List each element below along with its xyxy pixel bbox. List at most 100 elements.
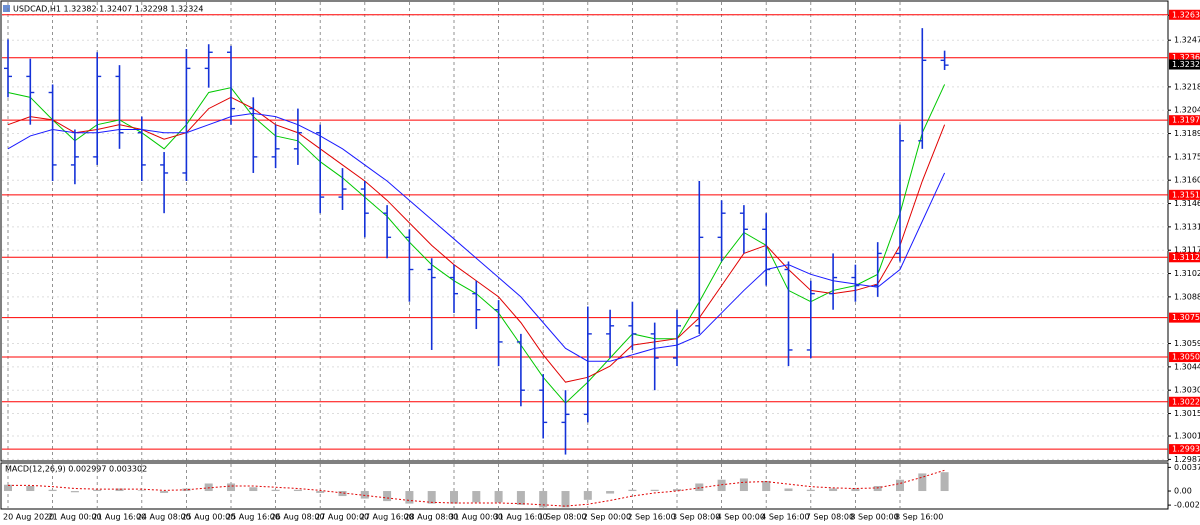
macd-bar <box>316 491 325 493</box>
macd-bar <box>695 483 704 492</box>
level-tag <box>1169 9 1200 20</box>
last-price-tag <box>1169 59 1200 70</box>
macd-bar <box>450 491 458 504</box>
macd-bar <box>271 489 280 492</box>
y-tick-label: 1.30880 <box>1174 292 1200 301</box>
macd-bar <box>762 480 771 492</box>
x-tick-label: 31 Aug 00:00 <box>449 513 503 522</box>
macd-signal <box>8 469 945 507</box>
macd-bar <box>227 483 235 492</box>
macd-bar <box>360 491 369 499</box>
macd-bar <box>4 484 12 492</box>
macd-bar <box>338 491 347 497</box>
macd-bar <box>561 491 570 508</box>
level-label: 1.32366 <box>1172 53 1200 62</box>
last-price-label: 1.32324 <box>1172 60 1200 69</box>
macd-bar <box>940 472 949 492</box>
x-tick-label: 4 Sep 00:00 <box>717 513 765 522</box>
macd-bar <box>606 491 615 494</box>
macd-bar <box>405 491 414 504</box>
macd-bar <box>896 479 904 492</box>
x-tick-label: 26 Aug 08:00 <box>271 513 325 522</box>
y-tick-label: 1.31605 <box>1174 176 1200 185</box>
macd-bar <box>717 479 726 492</box>
x-tick-label: 8 Sep 00:00 <box>850 513 898 522</box>
x-tick-label: 31 Aug 16:00 <box>494 513 548 522</box>
level-label: 1.30506 <box>1172 353 1200 362</box>
y-tick-label: 1.29870 <box>1174 455 1200 464</box>
macd-bar <box>427 491 436 504</box>
level-tag <box>1169 252 1200 263</box>
macd-bar <box>628 489 637 492</box>
level-label: 1.31978 <box>1172 116 1200 125</box>
x-tick-label: 2 Sep 00:00 <box>583 513 631 522</box>
macd-bar <box>383 491 392 502</box>
macd-bar <box>583 491 592 500</box>
y-tick-label: 1.31895 <box>1174 129 1200 138</box>
y-tick-label: 1.31750 <box>1174 152 1200 161</box>
x-tick-label: 2 Sep 16:00 <box>627 513 675 522</box>
y-tick-label: 1.31025 <box>1174 269 1200 278</box>
macd-bar <box>249 487 258 492</box>
macd-bar <box>93 489 102 492</box>
x-tick-label: 28 Aug 08:00 <box>404 513 458 522</box>
level-tag <box>1169 189 1200 200</box>
macd-bar <box>26 486 35 492</box>
macd-bar <box>829 488 838 492</box>
level-tag <box>1169 52 1200 63</box>
y-tick-label: 1.31315 <box>1174 222 1200 231</box>
macd-bar <box>48 489 57 492</box>
y-tick-label: 0.00 <box>1174 487 1192 496</box>
macd-bar <box>539 491 548 508</box>
macd-bar <box>851 488 860 492</box>
macd-bar <box>494 491 503 503</box>
x-tick-label: 24 Aug 08:00 <box>137 513 191 522</box>
y-tick-label: 1.30445 <box>1174 362 1200 371</box>
level-label: 1.31126 <box>1172 253 1200 262</box>
x-tick-label: 7 Sep 08:00 <box>806 513 854 522</box>
y-tick-label: 1.31460 <box>1174 199 1200 208</box>
x-tick-label: 1 Sep 08:00 <box>538 513 586 522</box>
macd-bar <box>472 491 481 503</box>
macd-bar <box>115 488 124 492</box>
y-tick-label: 0.00376 <box>1174 463 1200 472</box>
level-tag <box>1169 115 1200 126</box>
macd-bar <box>918 473 927 492</box>
level-label: 1.30228 <box>1172 397 1200 406</box>
symbol-icon <box>3 5 10 12</box>
level-tag <box>1169 312 1200 323</box>
level-label: 1.32633 <box>1172 10 1200 19</box>
y-tick-label: 1.30155 <box>1174 409 1200 418</box>
x-tick-label: 25 Aug 00:00 <box>181 513 235 522</box>
macd-bar <box>784 488 793 492</box>
x-tick-label: 25 Aug 16:00 <box>226 513 280 522</box>
level-tag <box>1169 396 1200 407</box>
macd-bar <box>70 491 79 493</box>
macd-bar <box>673 489 681 492</box>
x-tick-label: 4 Sep 16:00 <box>761 513 809 522</box>
y-tick-label: 1.32185 <box>1174 82 1200 91</box>
main-frame <box>0 0 1169 462</box>
macd-bar <box>160 491 169 493</box>
level-tag <box>1169 352 1200 363</box>
macd-bar <box>739 478 748 492</box>
macd-bar <box>204 483 213 492</box>
y-tick-label: 1.31170 <box>1174 246 1200 255</box>
macd-bar <box>806 489 815 492</box>
x-tick-label: 3 Sep 08:00 <box>672 513 720 522</box>
x-tick-label: 20 Aug 2020 <box>3 513 54 522</box>
level-label: 1.29934 <box>1172 445 1200 454</box>
macd-bar <box>137 490 146 492</box>
macd-bar <box>650 489 659 492</box>
level-label: 1.31514 <box>1172 190 1200 199</box>
chart-title: USDCAD,H1 1.32382 1.32407 1.32298 1.3232… <box>13 5 203 14</box>
macd-title: MACD(12,26,9) 0.002997 0.003302 <box>5 465 147 474</box>
y-tick-label: 1.30300 <box>1174 386 1200 395</box>
macd-frame <box>0 462 1169 510</box>
x-tick-label: 8 Sep 16:00 <box>895 513 943 522</box>
y-tick-label: 1.32040 <box>1174 106 1200 115</box>
x-tick-label: 21 Aug 16:00 <box>92 513 146 522</box>
y-tick-label: 1.30590 <box>1174 339 1200 348</box>
